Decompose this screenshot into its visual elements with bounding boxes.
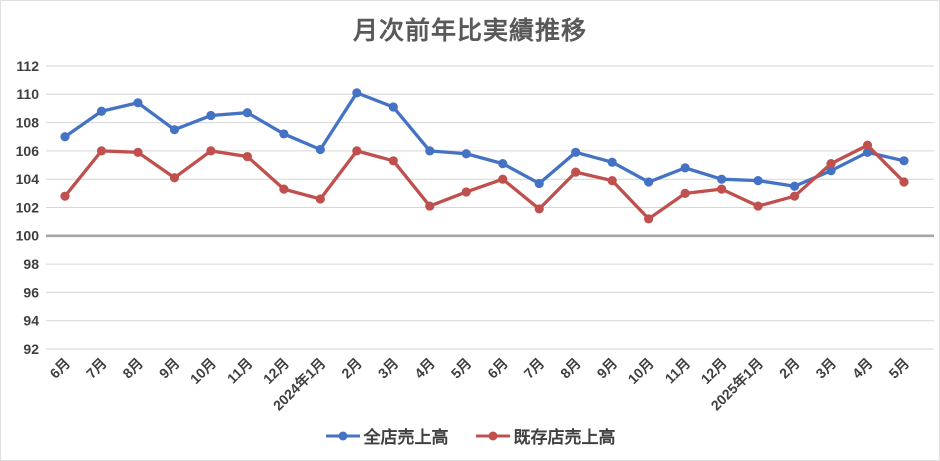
data-point-marker[interactable] <box>206 146 216 156</box>
y-axis-tick-label: 110 <box>16 86 39 102</box>
data-point-marker[interactable] <box>789 181 800 191</box>
chart-title: 月次前年比実績推移 <box>352 17 587 45</box>
data-point-marker[interactable] <box>862 147 873 157</box>
data-point-marker[interactable] <box>717 174 727 184</box>
data-point-marker[interactable] <box>498 159 508 169</box>
x-axis-tick-label: 4月 <box>411 355 438 382</box>
x-axis-tick-label: 8月 <box>119 355 146 382</box>
x-axis-tick-label: 10月 <box>625 355 657 387</box>
x-axis-tick-label: 6月 <box>46 355 73 382</box>
data-point-marker[interactable] <box>461 187 471 197</box>
data-point-marker[interactable] <box>315 194 325 204</box>
data-point-marker[interactable] <box>498 174 508 184</box>
chart-legend: 全店売上高 既存店売上高 <box>1 423 939 448</box>
y-axis-tick-label: 102 <box>16 199 40 215</box>
data-point-marker[interactable] <box>461 149 471 159</box>
data-point-marker[interactable] <box>899 156 909 166</box>
x-axis-tick-label: 3月 <box>375 355 402 382</box>
x-axis-tick-label: 7月 <box>521 355 548 382</box>
legend-label-all-store-sales: 全店売上高 <box>363 428 449 447</box>
y-axis-tick-label: 106 <box>16 143 40 159</box>
data-point-marker[interactable] <box>206 110 216 121</box>
series-line-0 <box>63 91 906 188</box>
data-point-marker[interactable] <box>680 188 690 198</box>
y-axis-tick-label: 92 <box>23 341 39 357</box>
line-marker-icon <box>325 431 360 440</box>
x-axis-tick-label: 9月 <box>156 355 183 382</box>
data-point-marker[interactable] <box>242 151 252 162</box>
data-point-marker[interactable] <box>753 176 763 186</box>
data-point-marker[interactable] <box>607 176 617 186</box>
data-point-marker[interactable] <box>388 156 398 166</box>
x-axis-tick-label: 11月 <box>662 355 694 387</box>
y-axis-tick-label: 96 <box>23 284 39 300</box>
data-point-marker[interactable] <box>352 88 362 98</box>
data-point-marker[interactable] <box>607 157 617 167</box>
data-point-marker[interactable] <box>534 204 544 214</box>
data-point-marker[interactable] <box>899 177 909 187</box>
data-point-marker[interactable] <box>789 191 800 201</box>
data-point-marker[interactable] <box>753 201 763 211</box>
x-axis-tick-label: 12月 <box>260 355 292 387</box>
data-point-marker[interactable] <box>169 125 180 135</box>
x-axis-tick-label: 2月 <box>776 355 803 382</box>
y-axis-tick-label: 98 <box>23 256 39 272</box>
data-point-marker[interactable] <box>60 191 70 201</box>
data-point-marker[interactable] <box>96 146 107 156</box>
data-point-marker[interactable] <box>388 102 398 112</box>
x-axis-tick-label: 9月 <box>594 355 621 382</box>
x-axis-tick-label: 12月 <box>698 355 730 387</box>
data-point-marker[interactable] <box>96 106 107 116</box>
data-point-marker[interactable] <box>571 147 581 157</box>
data-point-marker[interactable] <box>60 132 70 142</box>
data-point-marker[interactable] <box>644 177 654 187</box>
data-point-marker[interactable] <box>862 140 873 150</box>
x-axis-tick-label: 2月 <box>338 355 365 382</box>
y-axis-tick-label: 100 <box>16 228 40 244</box>
data-point-marker[interactable] <box>242 108 252 118</box>
data-point-marker[interactable] <box>279 129 289 139</box>
x-axis-tick-label: 3月 <box>812 355 839 382</box>
legend-item-existing-store-sales[interactable]: 既存店売上高 <box>475 423 616 448</box>
data-point-marker[interactable] <box>425 146 435 156</box>
data-point-marker[interactable] <box>279 184 289 194</box>
data-point-marker[interactable] <box>644 214 654 224</box>
data-point-marker[interactable] <box>315 144 325 155</box>
legend-item-all-store-sales[interactable]: 全店売上高 <box>325 423 449 448</box>
legend-label-existing-store-sales: 既存店売上高 <box>513 428 616 447</box>
y-axis-tick-label: 108 <box>16 115 40 131</box>
data-point-marker[interactable] <box>425 201 435 211</box>
data-point-marker[interactable] <box>169 173 180 183</box>
series-line-1 <box>63 143 906 221</box>
x-axis-tick-label: 8月 <box>557 355 584 382</box>
x-axis-tick-label: 7月 <box>83 355 110 382</box>
x-axis-tick-label: 11月 <box>224 355 256 387</box>
data-point-marker[interactable] <box>826 159 836 169</box>
data-point-marker[interactable] <box>133 147 143 157</box>
data-point-marker[interactable] <box>534 178 544 189</box>
data-point-marker[interactable] <box>717 184 727 194</box>
x-axis-tick-label: 6月 <box>484 355 511 382</box>
x-axis-tick-label: 5月 <box>448 355 475 382</box>
data-point-marker[interactable] <box>133 98 143 108</box>
data-point-marker[interactable] <box>352 146 362 156</box>
x-axis-tick-label: 10月 <box>187 355 219 387</box>
y-axis-tick-label: 94 <box>23 313 39 329</box>
data-point-marker[interactable] <box>571 167 581 177</box>
y-axis-tick-label: 104 <box>16 171 40 187</box>
x-axis-tick-label: 4月 <box>849 355 876 382</box>
line-marker-icon <box>475 431 510 440</box>
data-point-marker[interactable] <box>826 166 836 176</box>
data-point-marker[interactable] <box>680 163 690 173</box>
x-axis-tick-label: 5月 <box>885 355 912 382</box>
y-axis-tick-label: 112 <box>16 58 39 74</box>
